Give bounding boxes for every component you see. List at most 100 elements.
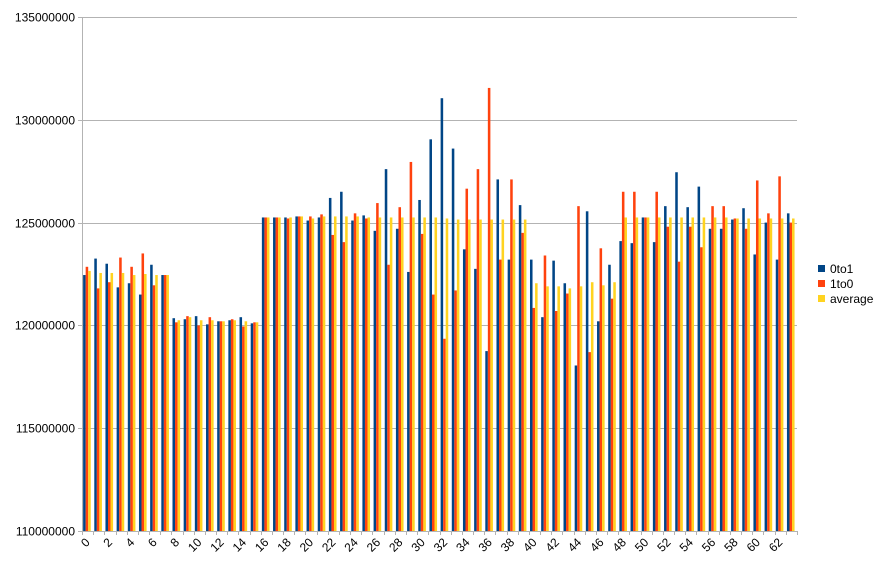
bar-average bbox=[490, 219, 493, 531]
bar-0to1 bbox=[563, 283, 567, 531]
y-tick-label: 125000000 bbox=[15, 217, 75, 231]
bar-0to1 bbox=[440, 98, 444, 532]
bar-1to0 bbox=[722, 206, 725, 531]
bar-0to1 bbox=[541, 317, 544, 531]
bar-1to0 bbox=[543, 255, 547, 531]
bar-0to1 bbox=[764, 222, 768, 531]
x-tick-label: 2 bbox=[100, 535, 115, 550]
bar-average bbox=[345, 216, 348, 531]
bar-0to1 bbox=[719, 228, 723, 531]
bar-1to0 bbox=[242, 326, 245, 531]
x-tick-label: 52 bbox=[654, 535, 674, 555]
bar-1to0 bbox=[353, 213, 357, 531]
bar-average bbox=[289, 217, 292, 531]
bar-average bbox=[322, 216, 326, 531]
bar-0to1 bbox=[239, 317, 243, 531]
bar-average bbox=[691, 217, 695, 531]
bar-average bbox=[278, 217, 281, 531]
bar-0to1 bbox=[138, 294, 142, 531]
axes bbox=[82, 17, 798, 535]
bar-0to1 bbox=[395, 228, 399, 531]
bar-1to0 bbox=[431, 294, 435, 531]
x-tick-label: 58 bbox=[721, 535, 741, 555]
bar-1to0 bbox=[532, 307, 536, 531]
x-tick-label: 18 bbox=[274, 535, 294, 555]
x-tick-label: 48 bbox=[610, 535, 630, 555]
legend-item-0to1: 0to1 bbox=[818, 261, 873, 276]
bar-average bbox=[769, 218, 773, 532]
x-tick-label: 62 bbox=[766, 535, 786, 555]
bar-average bbox=[423, 217, 426, 531]
bar-0to1 bbox=[418, 199, 421, 532]
x-tick-label: 46 bbox=[587, 535, 607, 555]
bar-average bbox=[144, 274, 147, 531]
x-tick-label: 20 bbox=[297, 535, 317, 555]
bar-average bbox=[266, 217, 270, 531]
x-tick-label: 36 bbox=[476, 535, 496, 555]
x-tick-label: 54 bbox=[677, 535, 697, 555]
bar-0to1 bbox=[317, 217, 321, 531]
bar-average bbox=[657, 217, 661, 531]
x-tick-label: 16 bbox=[252, 535, 272, 555]
bar-average bbox=[613, 282, 616, 531]
bar-1to0 bbox=[96, 288, 100, 531]
bar-0to1 bbox=[83, 275, 86, 531]
bar-average bbox=[188, 317, 192, 531]
bar-0to1 bbox=[529, 259, 533, 531]
x-tick-label: 0 bbox=[78, 535, 93, 550]
bar-average bbox=[356, 216, 359, 531]
bar-0to1 bbox=[552, 260, 555, 531]
bar-0to1 bbox=[407, 271, 410, 531]
bar-0to1 bbox=[753, 254, 756, 531]
bar-0to1 bbox=[328, 197, 332, 531]
bar-0to1 bbox=[619, 241, 622, 531]
bar-1to0 bbox=[588, 352, 591, 531]
legend-item-1to0: 1to0 bbox=[818, 276, 873, 291]
bar-0to1 bbox=[250, 323, 254, 531]
bar-1to0 bbox=[711, 206, 714, 531]
bar-0to1 bbox=[295, 216, 298, 531]
bar-0to1 bbox=[94, 258, 97, 531]
bar-0to1 bbox=[451, 148, 455, 531]
bar-1to0 bbox=[733, 218, 737, 532]
x-tick-label: 60 bbox=[744, 535, 764, 555]
bar-average bbox=[669, 217, 672, 531]
bar-0to1 bbox=[742, 208, 745, 531]
bar-1to0 bbox=[744, 228, 748, 531]
bar-average bbox=[300, 216, 303, 531]
bar-average bbox=[479, 219, 482, 531]
bar-average bbox=[468, 219, 471, 531]
bar-0to1 bbox=[485, 351, 488, 531]
bar-1to0 bbox=[644, 217, 647, 531]
legend-label: 0to1 bbox=[830, 261, 854, 276]
bar-average bbox=[333, 216, 337, 531]
bar-0to1 bbox=[127, 283, 131, 531]
bar-average bbox=[155, 275, 158, 531]
bar-1to0 bbox=[208, 317, 212, 531]
bar-0to1 bbox=[261, 217, 265, 531]
x-tick-label: 40 bbox=[520, 535, 540, 555]
bar-0to1 bbox=[384, 169, 388, 531]
bar-1to0 bbox=[108, 282, 111, 531]
bar-0to1 bbox=[429, 139, 432, 531]
bar-0to1 bbox=[284, 217, 287, 531]
bar-average bbox=[132, 275, 136, 531]
bar-average bbox=[680, 217, 683, 531]
bar-average bbox=[166, 275, 169, 531]
bar-1to0 bbox=[331, 234, 334, 531]
bar-average bbox=[199, 320, 203, 531]
bar-1to0 bbox=[554, 311, 558, 531]
bar-average bbox=[456, 219, 460, 531]
bar-1to0 bbox=[275, 217, 279, 531]
x-tick-label: 28 bbox=[386, 535, 406, 555]
bar-1to0 bbox=[320, 214, 323, 531]
x-tick-label: 56 bbox=[699, 535, 719, 555]
bar-average bbox=[535, 283, 538, 531]
bar-1to0 bbox=[264, 217, 267, 531]
bar-average bbox=[110, 272, 114, 531]
x-tick-label: 26 bbox=[364, 535, 384, 555]
bar-1to0 bbox=[186, 316, 189, 531]
legend-swatch-icon bbox=[818, 280, 825, 287]
bar-1to0 bbox=[152, 285, 156, 531]
bar-1to0 bbox=[677, 261, 681, 531]
